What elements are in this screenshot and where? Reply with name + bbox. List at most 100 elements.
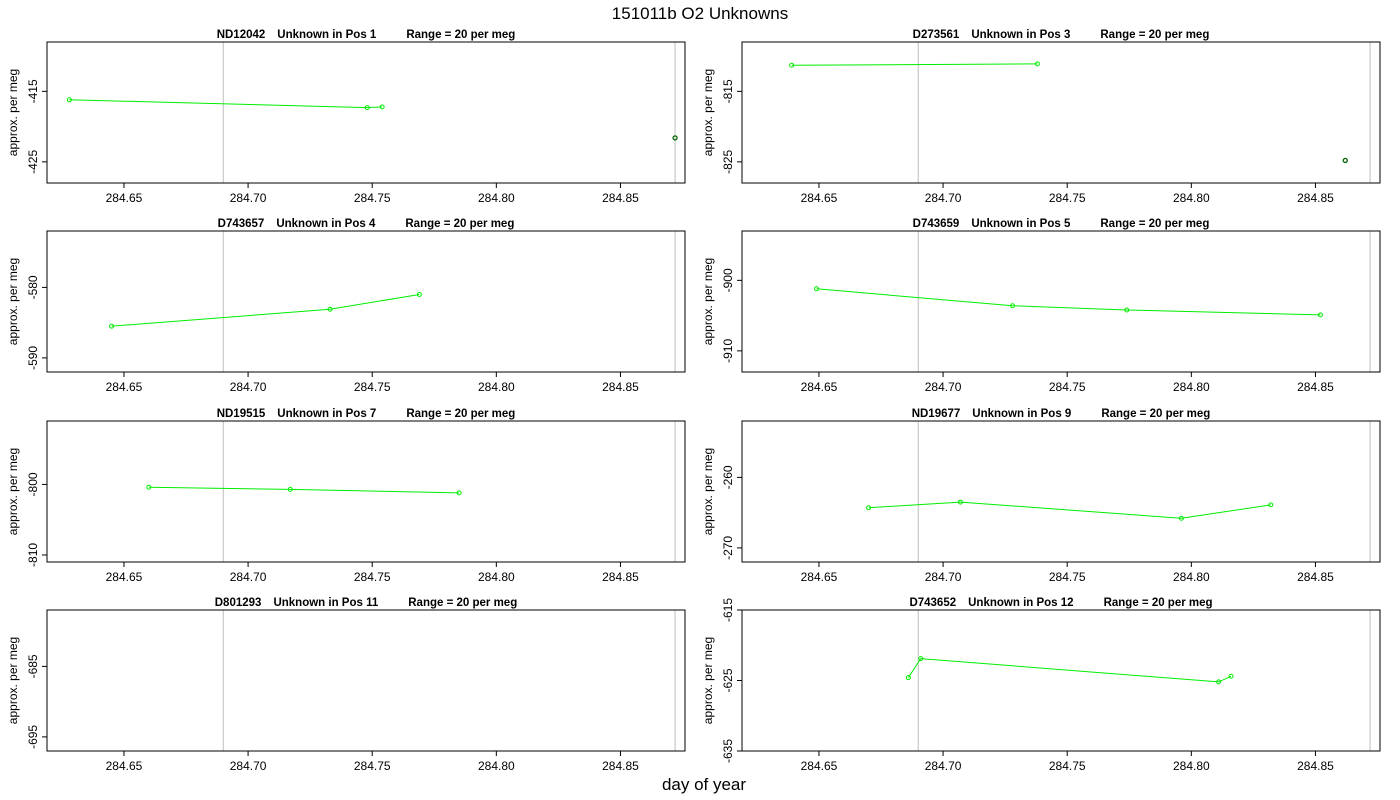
- x-tick-label: 284.65: [801, 380, 838, 394]
- panel-title-id: ND19677: [912, 408, 961, 420]
- data-point: [813, 286, 819, 292]
- panel-5: ND19515 Unknown in Pos 7 Range = 20 per me…: [6, 408, 686, 584]
- plot-frame: [46, 41, 686, 184]
- panel-title-id: ND12042: [217, 29, 266, 41]
- x-tick-label: 284.75: [354, 380, 391, 394]
- panel-title-range: Range = 20 per meg: [1100, 218, 1209, 230]
- panel-title: D743657 Unknown in Pos 4 Range = 20 per me…: [218, 218, 515, 230]
- y-tick-label: -635: [721, 739, 735, 763]
- y-tick-label: -425: [26, 150, 40, 174]
- panel-title-range: Range = 20 per meg: [406, 408, 515, 420]
- y-tick-label: -270: [721, 536, 735, 560]
- x-tick-label: 284.80: [1173, 759, 1210, 773]
- panel-title-id: D743657: [218, 218, 265, 230]
- plot-frame: [741, 41, 1381, 184]
- data-point: [1317, 312, 1323, 318]
- x-tick-label: 284.85: [602, 380, 639, 394]
- x-tick-label: 284.65: [106, 191, 143, 205]
- y-axis-label: approx. per meg: [701, 258, 715, 345]
- y-tick-label: -910: [721, 339, 735, 363]
- x-tick-label: 284.75: [1049, 380, 1086, 394]
- x-tick-label: 284.85: [602, 759, 639, 773]
- y-tick-label: -815: [721, 79, 735, 103]
- data-point: [957, 499, 963, 505]
- x-tick-label: 284.65: [801, 759, 838, 773]
- x-tick-label: 284.80: [1173, 380, 1210, 394]
- panel-title: ND19677 Unknown in Pos 9 Range = 20 per me…: [912, 408, 1211, 420]
- panel-title-id: D273561: [913, 29, 960, 41]
- figure-title: 151011b O2 Unknowns: [611, 4, 789, 23]
- y-axis-label: approx. per meg: [701, 448, 715, 535]
- panel-title-id: D801293: [215, 597, 262, 609]
- y-axis-label: approx. per meg: [6, 258, 20, 345]
- outlier-point: [672, 135, 678, 141]
- y-axis-label: approx. per meg: [6, 448, 20, 535]
- series-line: [907, 658, 1232, 683]
- series-line: [868, 501, 1271, 519]
- panel-title-desc: Unknown in Pos 5: [971, 218, 1071, 230]
- series-line: [69, 99, 383, 109]
- data-point: [905, 675, 911, 681]
- data-point: [1124, 307, 1130, 313]
- data-point: [146, 484, 152, 490]
- y-tick-label: -580: [26, 275, 40, 299]
- panel-title-desc: Unknown in Pos 12: [968, 597, 1073, 609]
- plot-frame: [46, 609, 686, 752]
- x-tick-label: 284.65: [801, 570, 838, 584]
- x-tick-label: 284.75: [354, 759, 391, 773]
- y-tick-label: -900: [721, 268, 735, 292]
- panel-title-id: D743652: [909, 597, 956, 609]
- data-point: [456, 490, 462, 496]
- data-point: [866, 505, 872, 511]
- panel-6: ND19677 Unknown in Pos 9 Range = 20 per me…: [701, 408, 1381, 584]
- x-tick-label: 284.70: [230, 191, 267, 205]
- panel-title: D743652 Unknown in Pos 12 Range = 20 per m…: [909, 597, 1212, 609]
- plot-frame: [741, 230, 1381, 373]
- panel-title-desc: Unknown in Pos 7: [277, 408, 376, 420]
- data-point: [109, 323, 115, 329]
- data-point: [1178, 515, 1184, 521]
- data-point: [789, 62, 795, 68]
- x-tick-label: 284.80: [478, 759, 515, 773]
- panel-8: D743652 Unknown in Pos 12 Range = 20 per m…: [701, 597, 1381, 773]
- x-tick-label: 284.70: [925, 759, 962, 773]
- data-point: [327, 306, 333, 312]
- data-point: [1228, 673, 1234, 679]
- x-tick-label: 284.80: [478, 380, 515, 394]
- panel-title-range: Range = 20 per meg: [1104, 597, 1213, 609]
- plot-frame: [741, 420, 1381, 563]
- x-tick-label: 284.85: [1297, 191, 1334, 205]
- y-tick-label: -615: [721, 598, 735, 622]
- y-axis-label: approx. per meg: [701, 637, 715, 724]
- x-tick-label: 284.85: [602, 191, 639, 205]
- x-tick-label: 284.70: [925, 191, 962, 205]
- y-tick-label: -625: [721, 668, 735, 692]
- x-tick-label: 284.70: [925, 570, 962, 584]
- plot-frame: [741, 609, 1381, 752]
- panel-title-desc: Unknown in Pos 3: [971, 29, 1070, 41]
- y-tick-label: -415: [26, 79, 40, 103]
- panel-title-id: D743659: [913, 218, 960, 230]
- data-point: [364, 105, 370, 111]
- x-tick-label: 284.75: [354, 191, 391, 205]
- panel-2: D273561 Unknown in Pos 3 Range = 20 per me…: [701, 29, 1381, 205]
- y-axis-label: approx. per meg: [701, 69, 715, 156]
- x-tick-label: 284.65: [801, 191, 838, 205]
- panel-3: D743657 Unknown in Pos 4 Range = 20 per me…: [6, 218, 686, 394]
- data-point: [918, 656, 924, 662]
- x-tick-label: 284.80: [1173, 191, 1210, 205]
- x-tick-label: 284.80: [1173, 570, 1210, 584]
- x-tick-label: 284.80: [478, 570, 515, 584]
- data-point: [1268, 502, 1274, 508]
- outlier-point: [1342, 157, 1348, 164]
- panel-4: D743659 Unknown in Pos 5 Range = 20 per me…: [701, 218, 1381, 394]
- x-tick-label: 284.85: [1297, 759, 1334, 773]
- y-tick-label: -810: [26, 543, 40, 567]
- plot-frame: [46, 420, 686, 563]
- series-line: [111, 293, 420, 327]
- data-point: [1034, 61, 1040, 67]
- data-point: [66, 97, 72, 103]
- x-tick-label: 284.65: [106, 570, 143, 584]
- data-point: [1216, 679, 1222, 685]
